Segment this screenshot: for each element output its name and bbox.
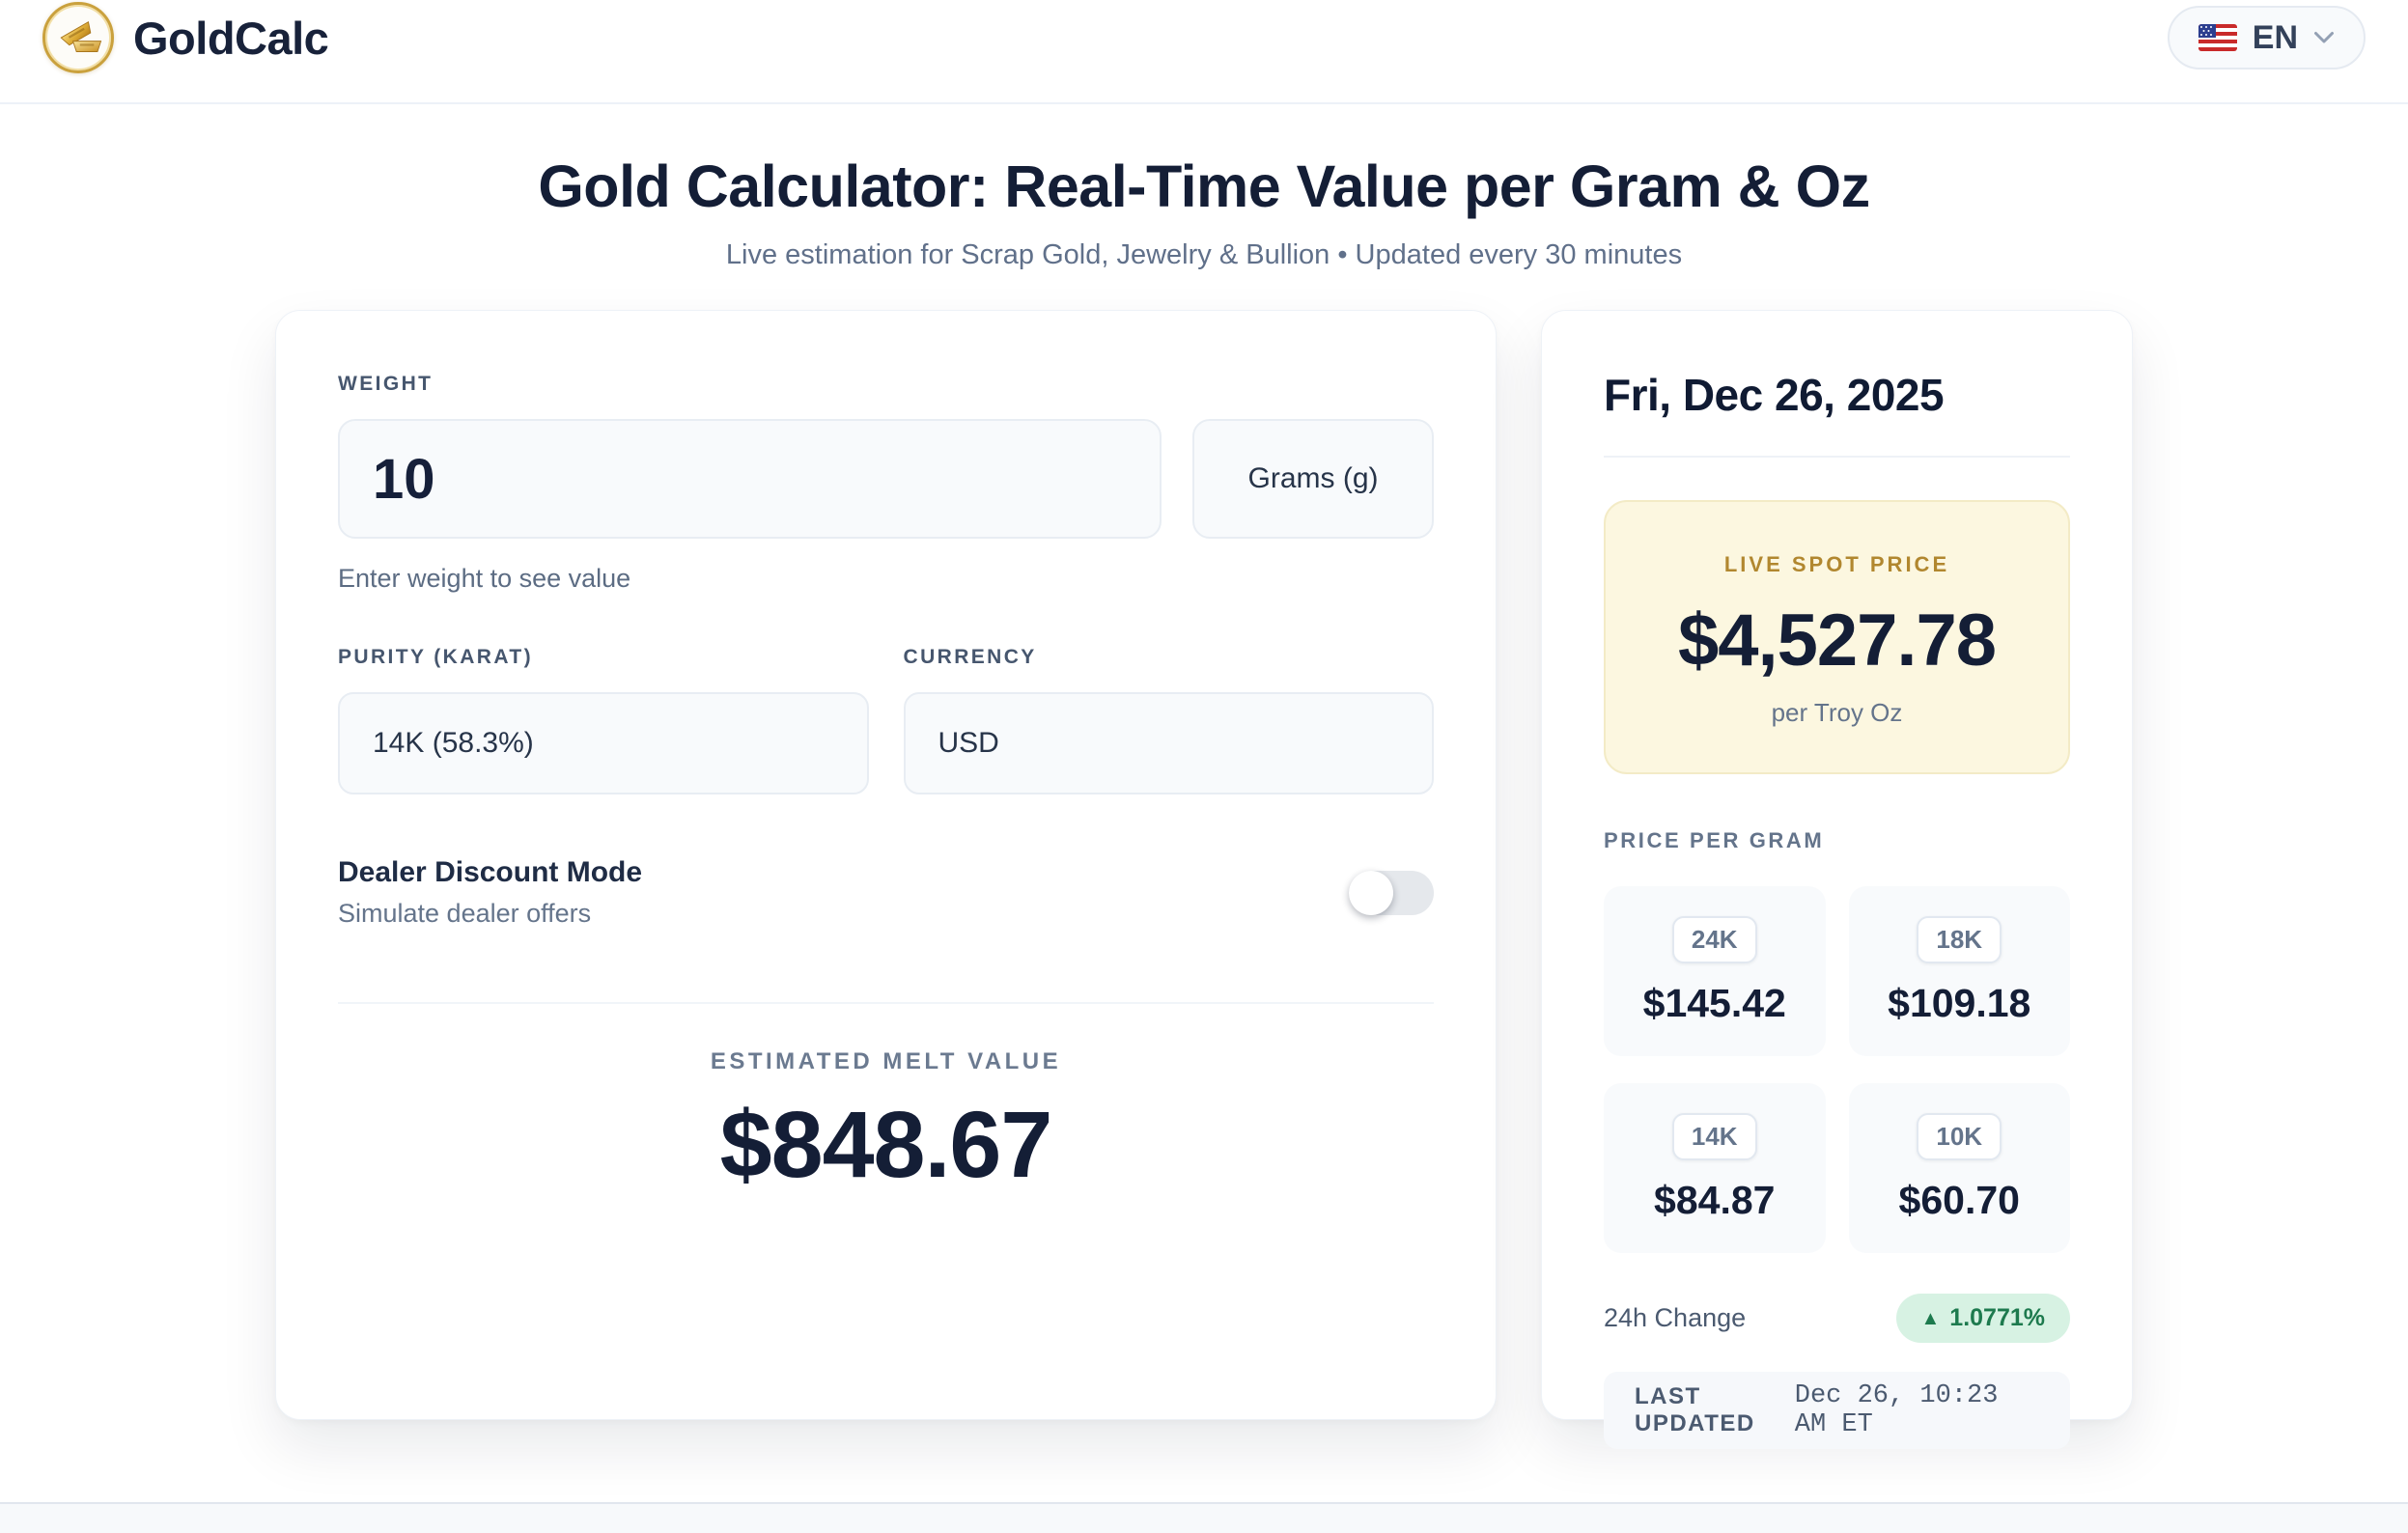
weight-label: WEIGHT <box>338 373 434 395</box>
brand-logo[interactable]: GoldCalc <box>42 2 329 73</box>
dealer-discount-text: Dealer Discount Mode Simulate dealer off… <box>338 856 642 929</box>
spot-price-value: $4,527.78 <box>1677 599 1997 682</box>
karat-price: $109.18 <box>1888 981 2031 1025</box>
karat-badge: 10K <box>1917 1113 2002 1160</box>
up-arrow-icon: ▲ <box>1920 1307 1941 1329</box>
last-updated-box: LAST UPDATED Dec 26, 10:23 AM ET <box>1604 1372 2070 1449</box>
currency-field: CURRENCY USD <box>903 646 1434 794</box>
price-tile-24k: 24K $145.42 <box>1604 886 1826 1056</box>
spot-price-unit: per Troy Oz <box>1771 698 1903 727</box>
calculator-divider <box>338 1002 1434 1004</box>
karat-badge: 14K <box>1671 1113 1757 1160</box>
gold-bars-logo-icon <box>42 2 114 73</box>
currency-select-value: USD <box>938 727 999 759</box>
melt-value-section: ESTIMATED MELT VALUE $848.67 <box>338 1048 1434 1199</box>
change-label: 24h Change <box>1604 1303 1747 1332</box>
us-flag-icon <box>2198 24 2237 51</box>
live-spot-price-box: LIVE SPOT PRICE $4,527.78 per Troy Oz <box>1604 500 2070 774</box>
currency-label: CURRENCY <box>903 646 1037 668</box>
price-tile-14k: 14K $84.87 <box>1604 1083 1826 1253</box>
change-badge: ▲ 1.0771% <box>1895 1294 2070 1343</box>
spot-price-label: LIVE SPOT PRICE <box>1723 552 1950 576</box>
weight-row: Grams (g) <box>338 419 1434 539</box>
dealer-discount-toggle[interactable] <box>1349 870 1434 915</box>
page-title: Gold Calculator: Real-Time Value per Gra… <box>538 153 1870 219</box>
app-header: GoldCalc EN <box>0 0 2408 104</box>
unit-select[interactable]: Grams (g) <box>1192 419 1434 539</box>
price-per-gram-grid: 24K $145.42 18K $109.18 14K $84.87 10K $… <box>1604 886 2070 1253</box>
purity-select[interactable]: 14K (58.3%) <box>338 692 869 794</box>
hero-section: Gold Calculator: Real-Time Value per Gra… <box>0 153 2408 271</box>
last-updated-label: LAST UPDATED <box>1635 1383 1755 1436</box>
page-subtitle: Live estimation for Scrap Gold, Jewelry … <box>725 239 1683 270</box>
purity-label: PURITY (KARAT) <box>338 646 533 668</box>
last-updated-value: Dec 26, 10:23 AM ET <box>1794 1381 1999 1439</box>
karat-price: $84.87 <box>1654 1178 1776 1222</box>
dealer-discount-row: Dealer Discount Mode Simulate dealer off… <box>338 856 1434 929</box>
dealer-discount-subtitle: Simulate dealer offers <box>338 899 592 928</box>
brand-name: GoldCalc <box>133 12 329 64</box>
currency-select[interactable]: USD <box>903 692 1434 794</box>
price-per-gram-label: PRICE PER GRAM <box>1604 828 1825 852</box>
melt-value-label: ESTIMATED MELT VALUE <box>710 1048 1062 1074</box>
calculator-card: WEIGHT Grams (g) Enter weight to see val… <box>275 310 1497 1420</box>
market-date: Fri, Dec 26, 2025 <box>1604 370 1945 420</box>
unit-select-value: Grams (g) <box>1247 462 1379 494</box>
price-tile-10k: 10K $60.70 <box>1848 1083 2070 1253</box>
change-value: 1.0771% <box>1949 1304 2045 1331</box>
weight-helper-text: Enter weight to see value <box>338 564 631 593</box>
purity-select-value: 14K (58.3%) <box>373 727 534 759</box>
toggle-knob <box>1349 870 1393 915</box>
purity-field: PURITY (KARAT) 14K (58.3%) <box>338 646 869 794</box>
chevron-down-icon <box>2313 31 2335 44</box>
language-code: EN <box>2252 18 2298 56</box>
price-tile-18k: 18K $109.18 <box>1848 886 2070 1056</box>
karat-price: $145.42 <box>1642 981 1786 1025</box>
karat-badge: 18K <box>1917 916 2002 963</box>
weight-input[interactable] <box>338 419 1162 539</box>
market-divider <box>1604 456 2070 458</box>
karat-badge: 24K <box>1671 916 1757 963</box>
change-row: 24h Change ▲ 1.0771% <box>1604 1294 2070 1343</box>
main-content: WEIGHT Grams (g) Enter weight to see val… <box>275 310 2133 1449</box>
market-card: Fri, Dec 26, 2025 LIVE SPOT PRICE $4,527… <box>1541 310 2133 1449</box>
purity-currency-row: PURITY (KARAT) 14K (58.3%) CURRENCY USD <box>338 646 1434 794</box>
dealer-discount-title: Dealer Discount Mode <box>338 856 643 888</box>
language-selector[interactable]: EN <box>2167 6 2366 70</box>
melt-value: $848.67 <box>719 1092 1053 1197</box>
page-footer <box>0 1502 2408 1533</box>
karat-price: $60.70 <box>1898 1178 2020 1222</box>
